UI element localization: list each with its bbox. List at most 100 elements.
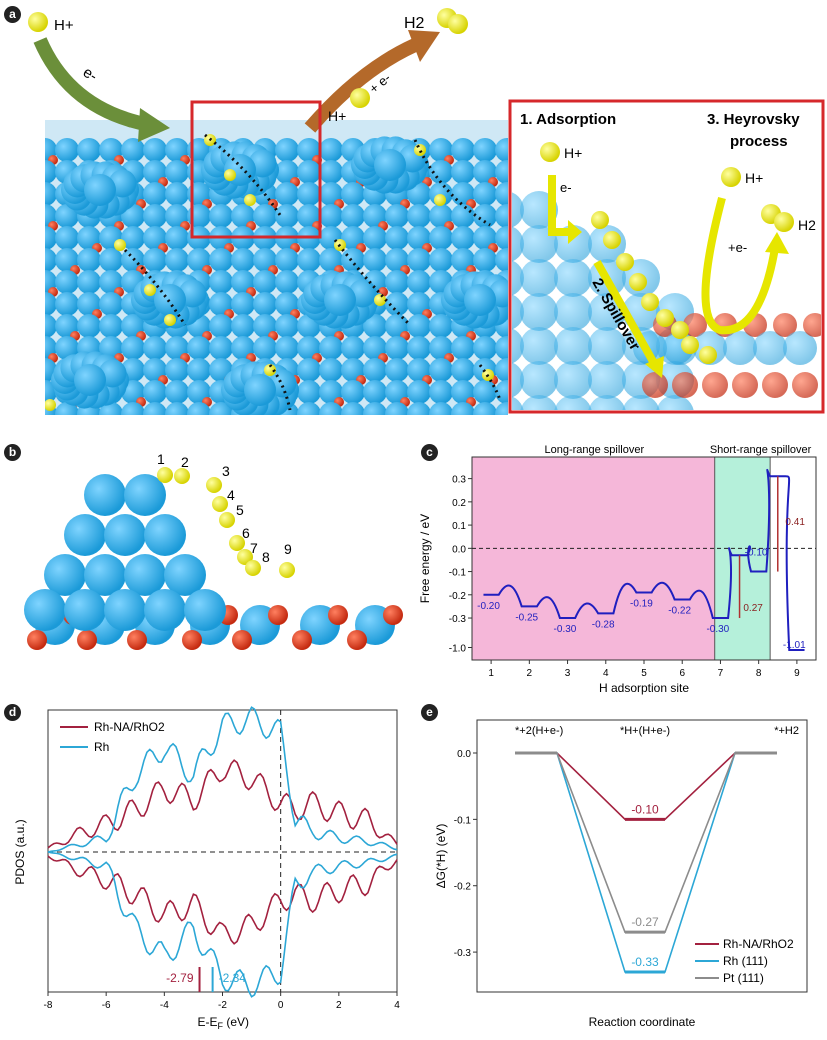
hydrogen-atom	[144, 284, 156, 296]
rh-atom	[520, 361, 558, 399]
rh-atom	[407, 380, 431, 404]
rh-atom	[385, 358, 409, 382]
oxygen-atom	[642, 372, 668, 398]
rh-atom	[341, 380, 365, 404]
oxygen-atom	[683, 313, 707, 337]
rh-atom	[144, 589, 186, 631]
rh-atom	[253, 292, 277, 316]
rh-atom	[45, 248, 57, 272]
hydrogen-site	[174, 468, 190, 484]
rh-atom	[451, 138, 475, 162]
rhna-pdos-line	[47, 855, 398, 945]
rh-atom	[319, 336, 343, 360]
energy-profile-line	[483, 468, 805, 651]
y-tick-label: 0.1	[452, 521, 466, 532]
rh-atom	[209, 314, 233, 338]
zoom-box	[190, 100, 322, 239]
data-label: -0.10	[631, 802, 659, 816]
rh-atom	[165, 182, 189, 206]
y-tick-label: 0.3	[452, 475, 466, 486]
rh-atom	[231, 248, 255, 272]
rh-atom	[164, 554, 206, 596]
hydrogen-atom	[414, 144, 426, 156]
rh-atom	[187, 358, 211, 382]
site-label: 8	[262, 549, 270, 565]
rh-pdos-line	[47, 851, 398, 998]
rh-atom	[753, 331, 787, 365]
hydrogen-atom	[540, 142, 560, 162]
rh-atom	[385, 204, 409, 228]
y-tick-label: -0.3	[449, 614, 467, 625]
rh-atom	[407, 402, 431, 415]
rh-atom	[319, 204, 343, 228]
adsorption-label: 1. Adsorption	[520, 111, 616, 128]
rhna-pdos-line	[47, 759, 398, 849]
rh-atom	[495, 138, 508, 162]
rh-atom	[363, 402, 387, 415]
hydrogen-site	[212, 496, 228, 512]
panel-label-e: e	[421, 704, 438, 721]
state-label: *+2(H+e-)	[515, 725, 563, 737]
rh-atom	[55, 336, 79, 360]
hydrogen-atom	[641, 293, 659, 311]
rh-atom	[554, 293, 592, 331]
rh-atom	[77, 248, 101, 272]
site-label: 2	[181, 454, 189, 470]
hydrogen-atom	[164, 314, 176, 326]
x-tick-label: 6	[679, 668, 685, 679]
rh-atom	[121, 138, 145, 162]
rh-atom	[297, 380, 321, 404]
y-tick-label: 0.0	[452, 544, 466, 555]
h2-release-arrow	[304, 38, 418, 133]
rh-atom	[143, 204, 167, 228]
rh-atom	[84, 174, 116, 206]
oxygen-atom	[510, 419, 520, 420]
spillover-paths	[123, 133, 502, 411]
legend-label: Pt (111)	[723, 971, 764, 985]
data-label: -0.19	[630, 598, 653, 609]
y-tick-label: 0.2	[452, 498, 466, 509]
oxygen-atom	[328, 605, 348, 625]
y-tick-label: -0.1	[454, 815, 472, 826]
rh-atom	[275, 336, 299, 360]
x-tick-label: 0	[278, 1000, 284, 1011]
legend-label: Rh-NA/RhO2	[723, 937, 794, 951]
y-tick-label: -1.0	[449, 644, 467, 655]
rh-atom	[143, 336, 167, 360]
rh-atom	[184, 589, 226, 631]
oxygen-atom	[268, 605, 288, 625]
rh-atom	[495, 402, 508, 415]
rh-atom	[385, 402, 409, 415]
hydrogen-site	[157, 467, 173, 483]
rh-atom	[363, 358, 387, 382]
hydrogen-atom	[629, 273, 647, 291]
panel-d: d -2.79 -2.34 Rh-NA/RhO2 Rh -8 -6 -4 -2 0 2 4 E-EF …	[0, 700, 420, 1035]
y-tick-label: 0.0	[457, 749, 471, 760]
rh-atom	[143, 182, 167, 206]
rh-atom	[209, 270, 233, 294]
electron-label: e-	[80, 64, 100, 85]
x-tick-label: -8	[44, 1000, 53, 1011]
hydrogen-atom	[656, 309, 674, 327]
hydrogen-atom	[699, 346, 717, 364]
hydrogen-atom	[114, 239, 126, 251]
h2-molecule	[774, 212, 794, 232]
rh-atom	[275, 314, 299, 338]
x-tick-label: 4	[603, 668, 609, 679]
rh-atom	[451, 402, 475, 415]
rh-atom	[374, 149, 406, 181]
rh-atom	[385, 336, 409, 360]
barrier-label: 0.41	[785, 517, 805, 528]
y-tick-label: -0.2	[454, 882, 472, 893]
hydrogen-atom	[603, 231, 621, 249]
rh-atom	[473, 182, 497, 206]
oxygen-atom	[182, 630, 202, 650]
rh-atom	[104, 589, 146, 631]
rh-atom	[143, 402, 167, 415]
panel-b-structure: 1 2 3 45 678 9	[24, 451, 403, 650]
rh-atom	[656, 395, 694, 410]
rh-atom	[473, 204, 497, 228]
rh-atom	[495, 358, 508, 382]
rh-atom	[165, 380, 189, 404]
rh-atom	[588, 395, 626, 410]
